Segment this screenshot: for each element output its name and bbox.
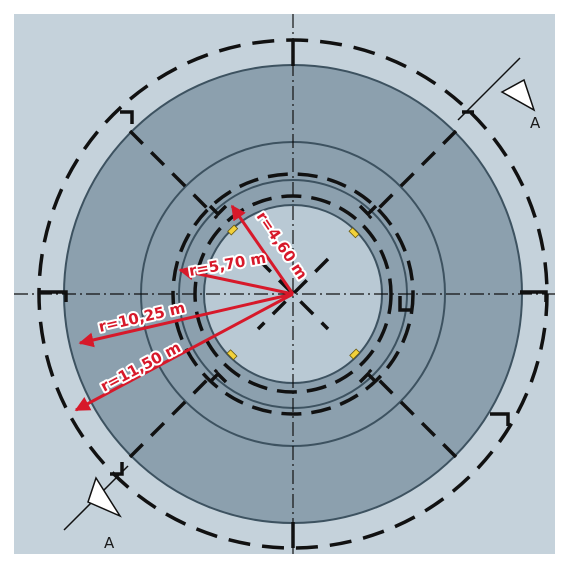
dimension-arrow-icon [178, 265, 294, 296]
anchor-markers [226, 224, 361, 361]
anchor-marker-icon [348, 227, 360, 239]
dashed-footing-outer [171, 172, 415, 416]
dimension-arrow-icon [230, 204, 295, 295]
joint-brackets [40, 40, 548, 548]
dimension-arrow-icon [74, 292, 294, 412]
anchor-marker-icon [349, 348, 361, 360]
section-label-bottom: A [104, 534, 115, 552]
radial-dash-lines [128, 129, 458, 459]
dimension-arrows [74, 204, 295, 412]
dimension-arrow-icon [78, 292, 294, 348]
section-label-top: A [530, 114, 541, 132]
section-arrow-icon [87, 476, 122, 518]
section-arrow-icon [500, 78, 536, 112]
section-marker-bottom: A [63, 465, 129, 552]
anchor-marker-icon [227, 224, 239, 236]
anchor-marker-icon [226, 349, 238, 361]
center-lines [14, 14, 555, 554]
section-marker-top: A [457, 57, 541, 132]
